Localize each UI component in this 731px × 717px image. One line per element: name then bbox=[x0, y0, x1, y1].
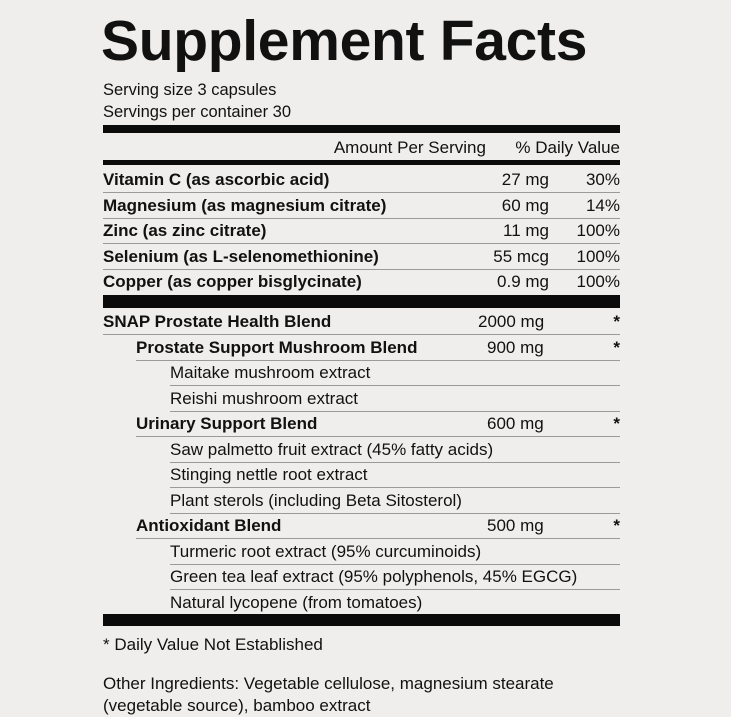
nutrient-row: Vitamin C (as ascorbic acid) 27 mg 30% bbox=[103, 167, 620, 193]
blend-name: SNAP Prostate Health Blend bbox=[103, 312, 332, 331]
nutrient-row: Selenium (as L-selenomethionine) 55 mcg 10… bbox=[103, 244, 620, 270]
blend-row: Prostate Support Mushroom Blend 900 mg * bbox=[136, 335, 620, 361]
ingredient-name: Green tea leaf extract (95% polyphenols,… bbox=[170, 567, 578, 586]
nutrient-daily-value: 30% bbox=[585, 170, 620, 189]
nutrient-amount: 0.9 mg bbox=[497, 272, 549, 291]
blend-name: Prostate Support Mushroom Blend bbox=[136, 337, 418, 357]
ingredient-row: Green tea leaf extract (95% polyphenols,… bbox=[170, 564, 620, 590]
blend-amount: 900 mg bbox=[487, 337, 544, 357]
blend-daily-value: * bbox=[613, 337, 620, 357]
blend-amount: 500 mg bbox=[487, 516, 544, 535]
divider-thick bbox=[103, 295, 620, 308]
nutrient-daily-value: 100% bbox=[576, 246, 620, 266]
column-header: Amount Per Serving % Daily Value bbox=[334, 136, 620, 160]
nutrient-amount: 27 mg bbox=[501, 170, 549, 189]
nutrient-name: Zinc (as zinc citrate) bbox=[103, 221, 267, 240]
header-amount: Amount Per Serving bbox=[333, 138, 486, 157]
ingredient-name: Plant sterols (including Beta Sitosterol… bbox=[170, 490, 462, 510]
nutrient-row: Zinc (as zinc citrate) 11 mg 100% bbox=[103, 218, 620, 244]
ingredient-name: Stinging nettle root extract bbox=[170, 465, 368, 484]
blend-amount: 600 mg bbox=[487, 414, 544, 433]
label-title: Supplement Facts bbox=[101, 9, 588, 73]
blend-row: Antioxidant Blend 500 mg * bbox=[136, 513, 620, 539]
nutrient-name: Magnesium (as magnesium citrate) bbox=[103, 195, 387, 215]
other-ingredients-line: (vegetable source), bamboo extract bbox=[103, 696, 371, 715]
ingredient-row: Stinging nettle root extract bbox=[170, 462, 620, 488]
divider-medium bbox=[103, 160, 620, 165]
nutrient-name: Vitamin C (as ascorbic acid) bbox=[103, 170, 330, 189]
ingredient-row: Reishi mushroom extract bbox=[170, 386, 620, 412]
nutrient-amount: 55 mcg bbox=[493, 246, 549, 266]
other-ingredients-line: Other Ingredients: Vegetable cellulose, … bbox=[103, 674, 554, 693]
ingredient-name: Reishi mushroom extract bbox=[170, 388, 359, 408]
nutrient-row: Copper (as copper bisglycinate) 0.9 mg 100… bbox=[103, 269, 620, 294]
servings-per-container: Servings per container 30 bbox=[103, 103, 292, 121]
serving-size: Serving size 3 capsules bbox=[103, 81, 277, 99]
blend-daily-value: * bbox=[613, 414, 620, 433]
ingredient-row: Natural lycopene (from tomatoes) bbox=[170, 590, 620, 615]
nutrient-amount: 60 mg bbox=[501, 195, 549, 215]
ingredient-row: Saw palmetto fruit extract (45% fatty ac… bbox=[170, 437, 620, 463]
ingredient-name: Natural lycopene (from tomatoes) bbox=[170, 592, 423, 612]
blend-name: Antioxidant Blend bbox=[136, 516, 282, 535]
nutrient-name: Selenium (as L-selenomethionine) bbox=[103, 246, 379, 266]
blend-name: Urinary Support Blend bbox=[136, 414, 318, 433]
divider-thick bbox=[103, 125, 620, 133]
ingredient-row: Maitake mushroom extract bbox=[170, 360, 620, 386]
ingredient-name: Saw palmetto fruit extract (45% fatty ac… bbox=[170, 439, 494, 459]
divider-thick bbox=[103, 614, 620, 626]
ingredient-name: Maitake mushroom extract bbox=[170, 363, 371, 382]
nutrient-row: Magnesium (as magnesium citrate) 60 mg 14% bbox=[103, 193, 620, 219]
blend-row: SNAP Prostate Health Blend 2000 mg * bbox=[103, 309, 620, 335]
ingredient-row: Turmeric root extract (95% curcuminoids) bbox=[170, 539, 620, 565]
nutrient-name: Copper (as copper bisglycinate) bbox=[103, 272, 362, 291]
nutrient-amount: 11 mg bbox=[503, 221, 549, 240]
blend-amount: 2000 mg bbox=[478, 312, 545, 331]
blend-row: Urinary Support Blend 600 mg * bbox=[136, 411, 620, 437]
blend-daily-value: * bbox=[613, 516, 620, 535]
nutrient-daily-value: 100% bbox=[576, 272, 620, 291]
ingredient-name: Turmeric root extract (95% curcuminoids) bbox=[170, 541, 482, 561]
ingredient-row: Plant sterols (including Beta Sitosterol… bbox=[170, 488, 620, 514]
footnote: * Daily Value Not Established bbox=[103, 635, 323, 654]
nutrient-daily-value: 14% bbox=[585, 195, 620, 215]
nutrient-daily-value: 100% bbox=[576, 221, 620, 240]
header-daily-value: % Daily Value bbox=[515, 138, 620, 157]
blend-daily-value: * bbox=[613, 312, 620, 331]
